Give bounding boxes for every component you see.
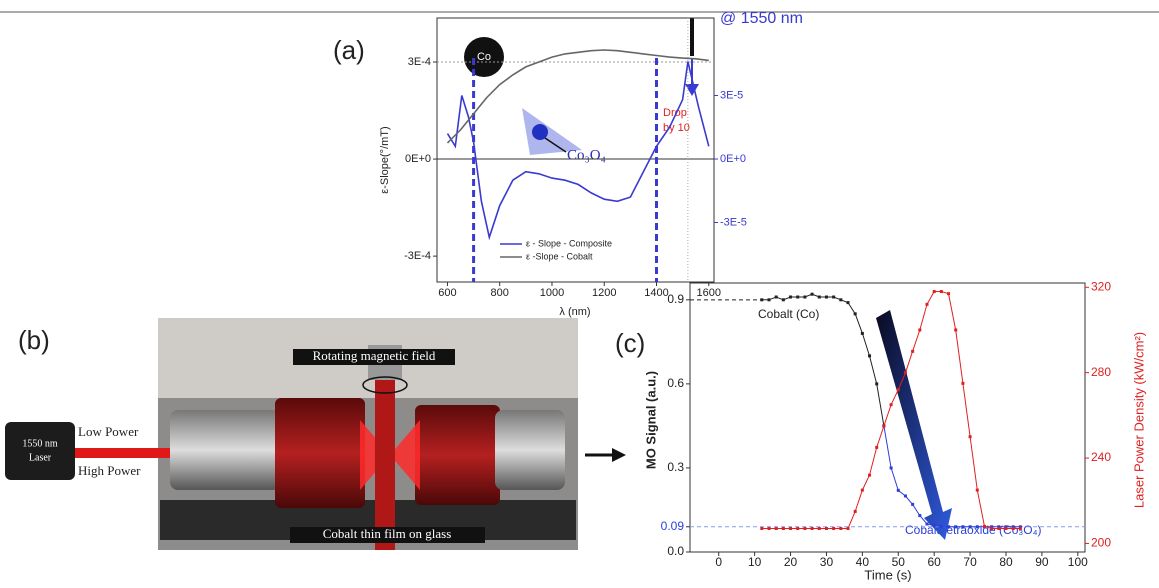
y2-tick-label: 280 (1091, 365, 1111, 379)
x-tick-label: 1000 (540, 287, 564, 299)
laser-box (5, 422, 75, 480)
holder (375, 380, 395, 550)
beam (390, 420, 420, 490)
y-tick-label: 0.6 (667, 376, 684, 390)
oxide-shape (522, 108, 582, 155)
co-label: Co (477, 51, 491, 63)
low-power: Low Power (78, 424, 139, 439)
x-axis-label: λ (nm) (559, 306, 590, 318)
x-tick-label: 1200 (592, 287, 616, 299)
arrow-head (612, 448, 626, 462)
y-axis-label: ε-Slope(°/mT) (379, 126, 391, 193)
wavelength-note: @ 1550 nm (720, 10, 803, 27)
objective (415, 405, 500, 505)
x-tick-label: 60 (928, 555, 942, 569)
x-tick-label: 90 (1035, 555, 1049, 569)
series-line (761, 293, 885, 426)
x-axis-label: Time (s) (864, 567, 911, 582)
laser-beam (75, 448, 170, 458)
lens-tube (495, 410, 565, 490)
x-tick-label: 1600 (697, 287, 721, 299)
panel-label: (b) (18, 325, 50, 355)
y2-tick-label: 200 (1091, 536, 1111, 550)
y2-tick-label: 240 (1091, 450, 1111, 464)
high-power: High Power (78, 463, 141, 478)
laser-label: Laser (29, 452, 52, 463)
x-tick-label: 100 (1068, 555, 1088, 569)
drop-note: Drop (663, 107, 687, 119)
legend-label: ε - Slope - Composite (526, 238, 612, 248)
label-box (290, 527, 485, 543)
cobalt-sphere (464, 37, 504, 77)
y-tick-label: -3E-4 (404, 250, 431, 262)
plot-frame (689, 282, 1086, 553)
oxide-label: Co₃O₄ (567, 147, 606, 163)
x-tick-label: 0 (715, 555, 722, 569)
rotation (362, 376, 408, 394)
lens-tube (170, 410, 280, 490)
legend-label: ε -Slope - Cobalt (526, 251, 593, 261)
panel-label: (c) (615, 328, 645, 358)
x-tick-label: 800 (491, 287, 509, 299)
y-tick-label: 0.0 (667, 544, 684, 558)
oxide-label: Cobalt tetraoxide (Co₃O₄) (905, 523, 1042, 537)
x-tick-label: 600 (438, 287, 456, 299)
y-tick-label: 0.09 (661, 519, 685, 533)
y2-tick-label: 0E+0 (720, 153, 746, 165)
y-tick-label: 0E+0 (405, 153, 431, 165)
x-tick-label: 1400 (644, 287, 668, 299)
y2-axis-label: Laser Power Density (kW/cm²) (1131, 332, 1146, 508)
y-tick-label: 0.9 (667, 292, 684, 306)
x-tick-label: 80 (999, 555, 1013, 569)
x-tick-label: 10 (748, 555, 762, 569)
co-label: Cobalt (Co) (758, 307, 819, 321)
series-line (883, 425, 1021, 528)
plot-frame (436, 17, 715, 283)
y-axis-label: MO Signal (a.u.) (643, 371, 658, 469)
pointer (544, 137, 567, 153)
x-tick-label: 50 (892, 555, 906, 569)
y2-tick-label: -3E-5 (720, 216, 747, 228)
series-line (446, 49, 709, 144)
y2-tick-label: 320 (1091, 279, 1111, 293)
x-tick-label: 20 (784, 555, 798, 569)
label-box (293, 349, 455, 365)
objective (275, 398, 365, 508)
laser-label: 1550 nm (22, 438, 58, 449)
series-line (761, 291, 1021, 529)
y-tick-label: 0.3 (667, 460, 684, 474)
y-tick-label: 3E-4 (408, 56, 431, 68)
oxide-sphere (532, 124, 548, 140)
arrow-head (685, 84, 699, 96)
panel-label: (a) (333, 35, 365, 65)
y2-tick-label: 3E-5 (720, 89, 743, 101)
x-tick-label: 30 (820, 555, 834, 569)
field-label: Rotating magnetic field (313, 348, 436, 363)
x-tick-label: 40 (856, 555, 870, 569)
trend-arrow (876, 310, 952, 540)
film-label: Cobalt thin film on glass (323, 526, 452, 541)
drop-note: by 10 (663, 122, 690, 134)
series-line (446, 61, 710, 241)
x-tick-label: 70 (963, 555, 977, 569)
